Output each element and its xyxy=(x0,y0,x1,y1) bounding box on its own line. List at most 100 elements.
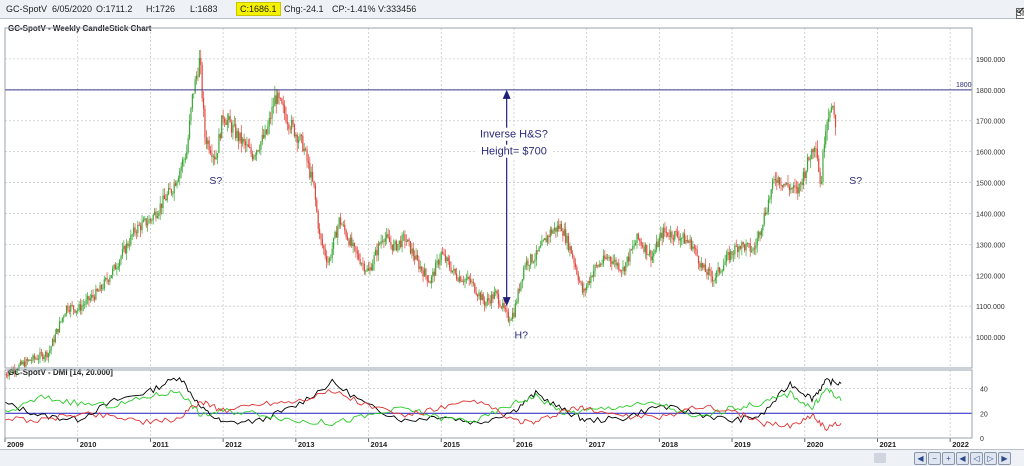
candle-body xyxy=(679,238,681,241)
candle-body xyxy=(228,116,230,120)
candle-body xyxy=(145,218,147,226)
candle-body xyxy=(801,182,803,186)
candle-body xyxy=(405,241,407,242)
candle-body xyxy=(8,372,10,376)
candle-body xyxy=(734,245,736,255)
candle-body xyxy=(661,232,663,239)
candle-body xyxy=(401,234,403,248)
candle-body xyxy=(419,266,421,269)
candle-body xyxy=(393,244,395,251)
candle-body xyxy=(695,248,697,250)
price-grid xyxy=(4,28,972,368)
candle-body xyxy=(240,132,242,144)
jump-start-icon[interactable]: ◀ xyxy=(956,452,969,465)
candle-body xyxy=(388,237,391,243)
candle-body xyxy=(293,124,296,137)
candle-body xyxy=(98,290,100,292)
candle-body xyxy=(668,235,670,238)
candle-body xyxy=(450,267,452,273)
candle-body xyxy=(176,181,178,186)
scroll-left-icon[interactable]: ◀ xyxy=(914,452,927,465)
candle-body xyxy=(644,244,646,253)
step-back-icon[interactable]: ◁ xyxy=(970,452,983,465)
candle-body xyxy=(338,217,340,227)
candle-body xyxy=(496,290,498,295)
high-value: H:1726 xyxy=(146,4,176,14)
candle-body xyxy=(769,198,771,200)
candle-body xyxy=(612,261,614,264)
candle-body xyxy=(195,75,198,80)
candle-body xyxy=(306,149,308,161)
candle-body xyxy=(525,260,528,266)
candle-body xyxy=(158,212,160,216)
candle-body xyxy=(312,171,314,181)
candle-body xyxy=(298,139,300,143)
candle-body xyxy=(426,275,428,282)
candle-body xyxy=(798,183,800,194)
candle-body xyxy=(135,232,138,234)
candle-body xyxy=(105,278,107,280)
candle-body xyxy=(506,309,508,313)
candle-body xyxy=(100,285,103,289)
candle-body xyxy=(151,220,153,221)
candle-body xyxy=(180,166,182,171)
candle-body xyxy=(454,268,456,274)
candle-body xyxy=(7,375,9,377)
candle-body xyxy=(325,255,328,262)
candle-body xyxy=(433,271,435,276)
candle-body xyxy=(187,138,189,153)
candle-body xyxy=(464,279,466,282)
candle-body xyxy=(211,153,213,158)
candle-body xyxy=(439,259,441,265)
candle-body xyxy=(120,256,122,261)
candle-body xyxy=(461,281,463,283)
candle-body xyxy=(707,268,709,275)
volume-value: V:333456 xyxy=(378,4,417,14)
checkbox-icon[interactable] xyxy=(1016,6,1024,19)
candle-body xyxy=(226,119,228,125)
candle-body xyxy=(490,294,493,304)
candle-body xyxy=(465,278,468,280)
candle-body xyxy=(352,243,354,247)
step-forward-icon[interactable]: ▷ xyxy=(984,452,997,465)
candle-body xyxy=(278,92,280,99)
zoom-in-icon[interactable]: + xyxy=(942,452,955,465)
candle-body xyxy=(730,251,732,260)
scroll-right-icon[interactable]: ▶ xyxy=(998,452,1011,465)
candle-body xyxy=(430,276,433,284)
candle-body xyxy=(303,148,305,152)
year-label: 2021 xyxy=(879,440,896,449)
candle-body xyxy=(653,252,655,257)
scroll-thumb[interactable] xyxy=(874,453,886,463)
candle-body xyxy=(5,374,7,376)
candle-body xyxy=(113,264,115,269)
candle-body xyxy=(130,234,132,245)
candle-body xyxy=(12,368,14,373)
price-panel-frame xyxy=(4,27,973,369)
candle-body xyxy=(149,219,152,221)
candle-body xyxy=(341,224,343,226)
candle-body xyxy=(682,233,684,239)
candle-body xyxy=(244,141,247,146)
candle-body xyxy=(811,149,813,160)
candle-body xyxy=(479,292,481,301)
candle-body xyxy=(457,279,459,282)
candle-body xyxy=(486,298,488,303)
candle-body xyxy=(138,224,140,226)
candle-body xyxy=(600,264,602,266)
candle-body xyxy=(794,185,796,187)
candle-body xyxy=(447,257,449,262)
candle-body xyxy=(174,183,177,186)
candle-body xyxy=(674,231,676,240)
candle-body xyxy=(544,238,546,241)
candle-body xyxy=(650,250,652,261)
year-label: 2010 xyxy=(80,440,97,449)
candle-body xyxy=(92,294,94,297)
candle-body xyxy=(787,182,789,187)
zoom-out-icon[interactable]: − xyxy=(928,452,941,465)
candle-body xyxy=(22,361,24,365)
resistance-label: 1800 xyxy=(956,82,972,89)
candle-body xyxy=(429,281,431,284)
candle-body xyxy=(681,238,683,239)
candle-body xyxy=(342,224,344,226)
